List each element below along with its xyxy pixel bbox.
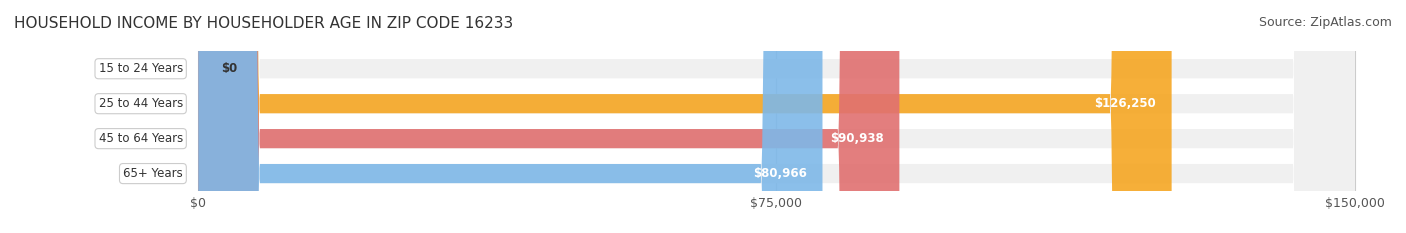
FancyBboxPatch shape xyxy=(198,0,1355,233)
FancyBboxPatch shape xyxy=(198,0,1355,233)
FancyBboxPatch shape xyxy=(198,0,823,233)
Text: HOUSEHOLD INCOME BY HOUSEHOLDER AGE IN ZIP CODE 16233: HOUSEHOLD INCOME BY HOUSEHOLDER AGE IN Z… xyxy=(14,16,513,31)
FancyBboxPatch shape xyxy=(198,0,1355,233)
Text: 25 to 44 Years: 25 to 44 Years xyxy=(98,97,183,110)
Text: $90,938: $90,938 xyxy=(830,132,884,145)
FancyBboxPatch shape xyxy=(198,0,1171,233)
Text: 15 to 24 Years: 15 to 24 Years xyxy=(98,62,183,75)
FancyBboxPatch shape xyxy=(198,0,1355,233)
Text: 45 to 64 Years: 45 to 64 Years xyxy=(98,132,183,145)
Text: $80,966: $80,966 xyxy=(754,167,807,180)
FancyBboxPatch shape xyxy=(198,0,900,233)
Text: $126,250: $126,250 xyxy=(1094,97,1156,110)
Text: Source: ZipAtlas.com: Source: ZipAtlas.com xyxy=(1258,16,1392,29)
Text: 65+ Years: 65+ Years xyxy=(124,167,183,180)
Text: $0: $0 xyxy=(221,62,238,75)
